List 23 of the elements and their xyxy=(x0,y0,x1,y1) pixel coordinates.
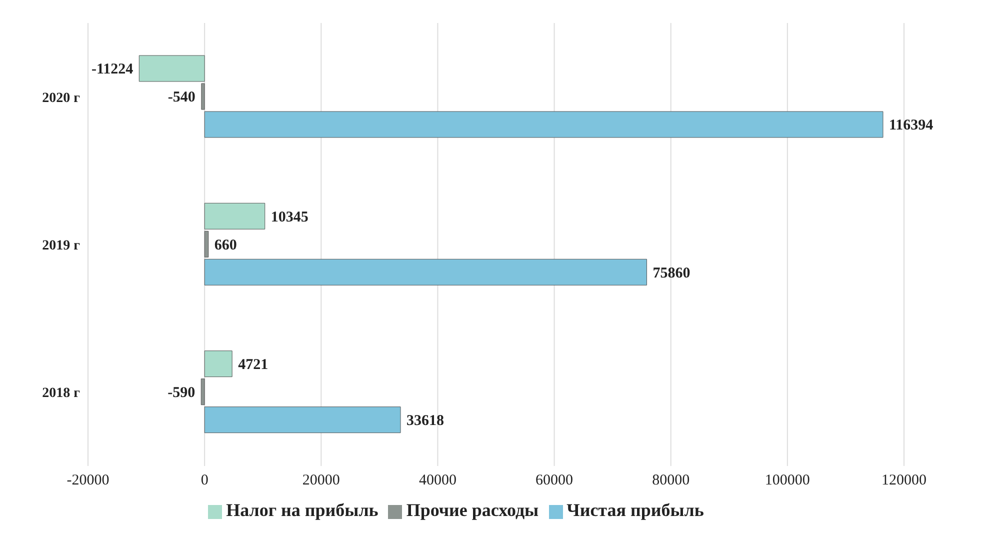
data-label: 660 xyxy=(214,237,237,254)
x-tick-label: 60000 xyxy=(536,472,574,489)
x-tick-label: 120000 xyxy=(882,472,926,489)
x-tick-label: 40000 xyxy=(418,472,456,489)
y-tick-label: 2020 г xyxy=(42,90,80,106)
data-label: -11224 xyxy=(91,62,134,78)
data-label: -540 xyxy=(168,90,196,106)
data-label: 33618 xyxy=(406,413,444,430)
y-tick-label: 2019 г xyxy=(42,238,80,254)
data-label: -590 xyxy=(168,385,196,402)
legend-label: Чистая прибыль xyxy=(566,500,704,520)
x-tick-label: 20000 xyxy=(302,472,340,489)
data-label: 4721 xyxy=(238,357,268,374)
x-tick-label: 80000 xyxy=(652,472,690,489)
x-tick-label: 0 xyxy=(200,472,208,489)
y-tick-label: 2018 г xyxy=(42,386,80,402)
legend-label: Налог на прибыль xyxy=(226,500,378,520)
x-tick-label: -20000 xyxy=(66,472,110,489)
data-label: 116394 xyxy=(888,118,934,134)
legend-label: Прочие расходы xyxy=(406,500,539,520)
x-tick-label: 100000 xyxy=(764,472,810,489)
data-label: 75860 xyxy=(652,265,690,282)
data-label: 10345 xyxy=(270,209,308,226)
